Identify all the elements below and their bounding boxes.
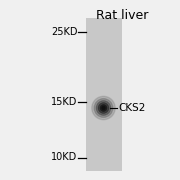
Bar xyxy=(86,18,122,171)
Text: CKS2: CKS2 xyxy=(118,103,145,113)
Ellipse shape xyxy=(102,106,105,110)
Text: 10KD: 10KD xyxy=(51,152,77,163)
Ellipse shape xyxy=(96,101,111,115)
Ellipse shape xyxy=(94,99,113,117)
Ellipse shape xyxy=(92,96,115,120)
Ellipse shape xyxy=(98,103,109,113)
Text: 15KD: 15KD xyxy=(51,97,77,107)
Text: 25KD: 25KD xyxy=(51,26,77,37)
Text: Rat liver: Rat liver xyxy=(96,9,148,22)
Ellipse shape xyxy=(100,105,107,111)
Ellipse shape xyxy=(103,107,104,109)
